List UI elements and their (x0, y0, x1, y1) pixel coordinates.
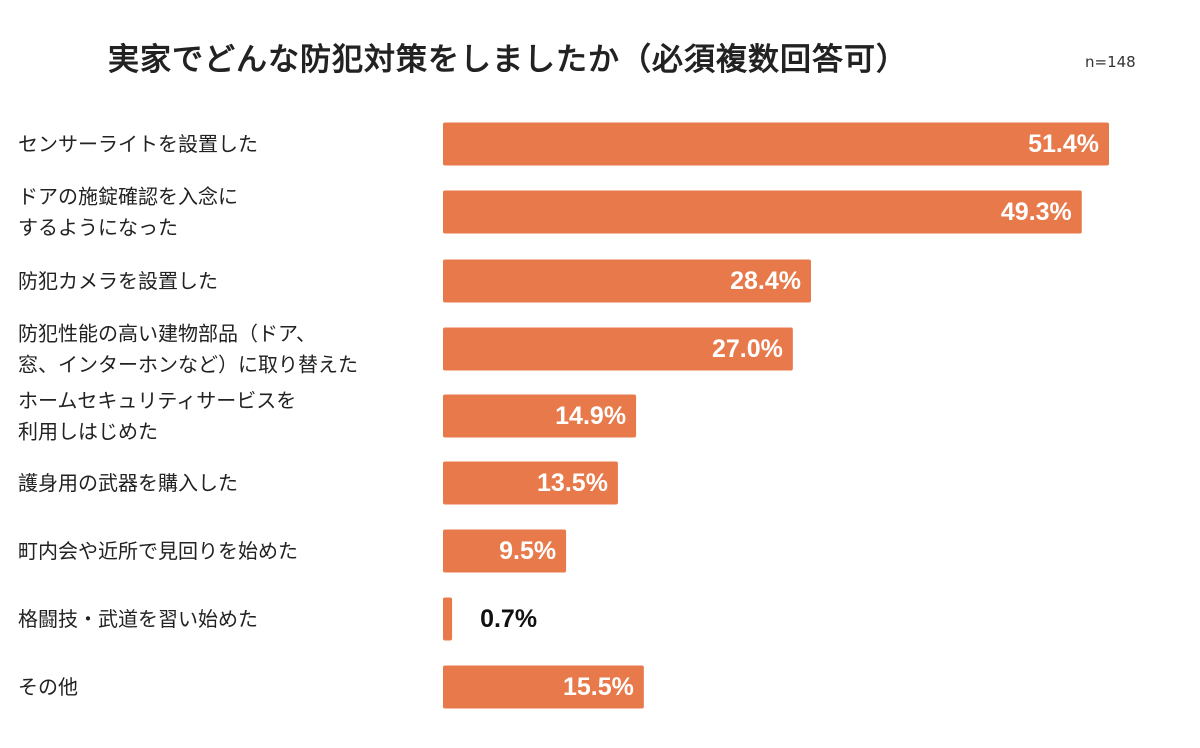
bar-7 (443, 529, 567, 573)
value-label-5: 14.9% (555, 402, 626, 430)
value-label-3: 28.4% (730, 267, 801, 295)
category-label-line: 防犯カメラを設置した (18, 269, 218, 293)
sample-size: n=148 (1085, 53, 1136, 71)
bar-1 (443, 122, 1109, 166)
category-label-8: 格闘技・武道を習い始めた (18, 607, 258, 631)
category-label-line: 格闘技・武道を習い始めた (18, 607, 258, 631)
value-label-1: 51.4% (1028, 130, 1099, 158)
category-label-line: 護身用の武器を購入した (18, 471, 238, 495)
category-label-line: 窓、インターホンなど）に取り替えた (18, 353, 358, 377)
category-label-5: ホームセキュリティサービスを利用しはじめた (18, 389, 296, 444)
category-label-4: 防犯性能の高い建物部品（ドア、窓、インターホンなど）に取り替えた (18, 322, 358, 377)
category-label-2: ドアの施錠確認を入念にするようになった (18, 185, 238, 240)
category-label-line: その他 (18, 675, 78, 699)
value-label-7: 9.5% (499, 537, 556, 565)
chart-title: 実家でどんな防犯対策をしましたか（必須複数回答可） (108, 42, 908, 78)
value-label-4: 27.0% (712, 335, 783, 363)
category-label-line: 町内会や近所で見回りを始めた (18, 539, 298, 563)
value-label-2: 49.3% (1001, 198, 1072, 226)
category-label-line: 利用しはじめた (18, 420, 158, 444)
category-label-6: 護身用の武器を購入した (18, 471, 238, 495)
category-label-line: するようになった (18, 216, 178, 240)
category-label-line: ホームセキュリティサービスを (18, 389, 296, 413)
bar-2 (443, 190, 1082, 234)
value-label-8: 0.7% (480, 605, 537, 633)
category-label-1: センサーライトを設置した (18, 132, 258, 156)
bar-8 (443, 597, 453, 641)
category-label-7: 町内会や近所で見回りを始めた (18, 539, 298, 563)
category-label-line: 防犯性能の高い建物部品（ドア、 (18, 322, 316, 346)
category-label-line: ドアの施錠確認を入念に (18, 185, 238, 209)
bar-4 (443, 327, 793, 371)
category-label-9: その他 (18, 675, 78, 699)
bar-6 (443, 461, 618, 505)
category-label-3: 防犯カメラを設置した (18, 269, 218, 293)
value-label-9: 15.5% (563, 673, 634, 701)
category-label-line: センサーライトを設置した (18, 132, 258, 156)
value-label-6: 13.5% (537, 469, 608, 497)
bar-9 (443, 665, 644, 709)
bar-5 (443, 394, 637, 438)
bar-3 (443, 259, 811, 303)
